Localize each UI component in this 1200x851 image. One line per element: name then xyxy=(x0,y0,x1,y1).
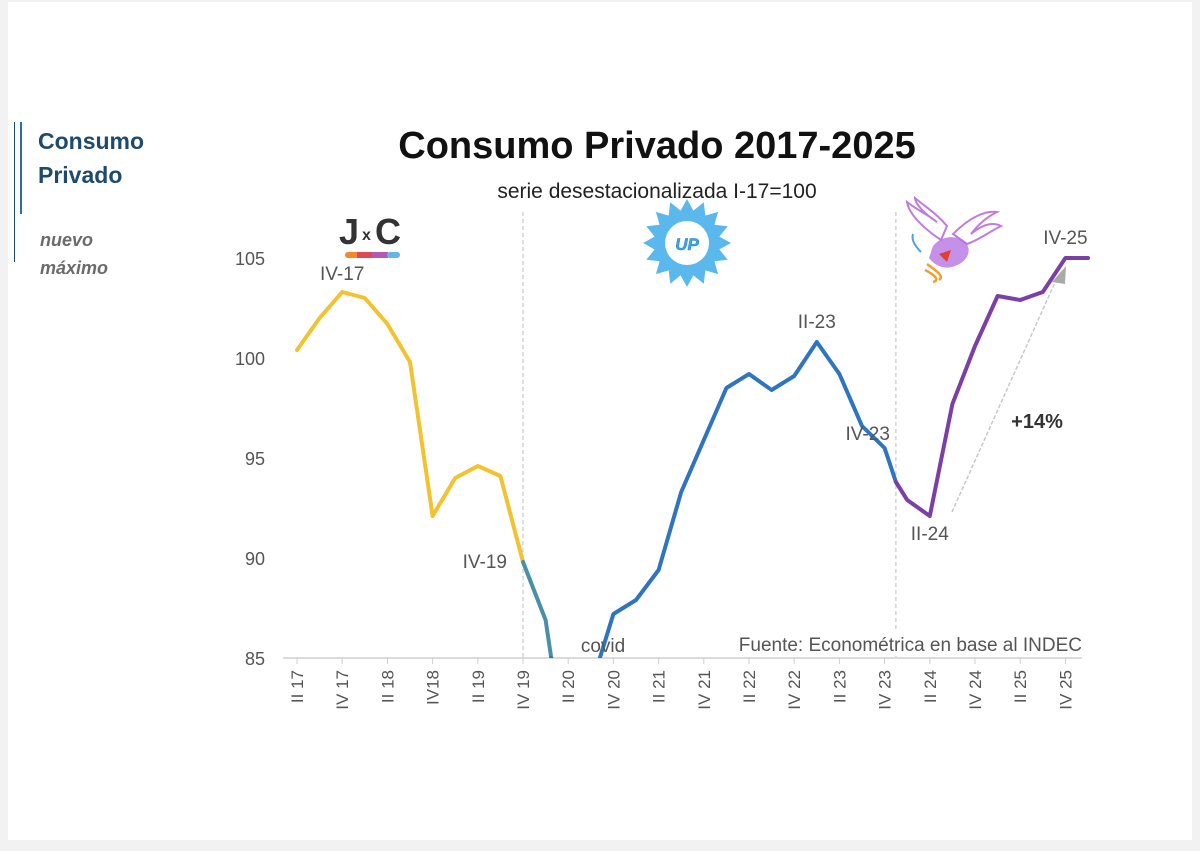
lla-lion-accent xyxy=(939,250,951,262)
x-tick-label: II 22 xyxy=(740,670,759,703)
x-tick-label: IV 19 xyxy=(514,670,533,710)
sidebar-note: nuevo máximo xyxy=(40,226,180,282)
jxc-logo-j: J xyxy=(339,211,359,252)
x-tick-label: II 18 xyxy=(378,670,397,703)
sidebar-rule-dark xyxy=(14,122,15,262)
lla-lion-tail xyxy=(911,233,922,253)
x-tick-label: IV 24 xyxy=(966,670,985,710)
growth-annotation: +14% xyxy=(1011,411,1063,433)
period-dividers xyxy=(522,212,897,658)
jxc-logo: J x C xyxy=(339,211,401,258)
x-tick-label: II 25 xyxy=(1011,670,1030,703)
growth-arrow-line xyxy=(951,277,1058,513)
point-label: covid xyxy=(581,636,625,657)
y-tick-label: 105 xyxy=(235,249,265,269)
point-labels: IV-17 IV-19 covid II-23 IV-23 II-24 IV-25 xyxy=(320,228,1088,657)
lla-wing-right xyxy=(951,210,1004,246)
up-logo-text: UP xyxy=(675,235,699,254)
x-tick-label: IV 22 xyxy=(785,670,804,710)
chart-subtitle: serie desestacionalizada I-17=100 xyxy=(497,180,816,203)
series-line-lla xyxy=(893,256,1090,518)
point-label: IV-19 xyxy=(463,552,507,573)
lla-lion-mane xyxy=(924,262,943,284)
chart-title: Consumo Privado 2017-2025 xyxy=(398,125,915,167)
x-tick-label: II 19 xyxy=(469,670,488,703)
jxc-logo-stripe-purple xyxy=(372,252,388,258)
growth-arrow-head xyxy=(1052,266,1066,284)
point-label: IV-23 xyxy=(846,424,890,445)
point-label: II-24 xyxy=(911,524,949,545)
y-tick-label: 100 xyxy=(235,349,265,369)
x-tick-label: II 17 xyxy=(288,670,307,703)
series-line-transition xyxy=(521,560,554,658)
x-tick-label: II 24 xyxy=(921,670,940,703)
x-axis: II 17 IV 17 II 18 IV18 II 19 IV 19 II 20 IV 20 I… xyxy=(288,658,1075,710)
y-tick-label: 85 xyxy=(245,649,265,669)
y-tick-label: 90 xyxy=(245,549,265,569)
x-tick-label: II 21 xyxy=(650,670,669,703)
up-logo: UP xyxy=(643,199,731,287)
sidebar-title: Consumo Privado xyxy=(38,124,218,192)
sidebar-title-line1: Consumo xyxy=(38,128,145,154)
jxc-logo-stripe-red xyxy=(357,252,373,258)
lion-wings-icon xyxy=(905,195,1004,284)
source-backdrop xyxy=(698,630,1084,656)
y-axis: 85 90 95 100 105 xyxy=(235,249,265,669)
jxc-logo-x: x xyxy=(362,227,371,244)
sidebar-rule-accent xyxy=(20,122,22,214)
series-line-jxc xyxy=(295,290,525,564)
slide-card xyxy=(8,2,1192,840)
sidebar-note-line2: máximo xyxy=(40,258,109,278)
point-label: IV-17 xyxy=(320,264,364,285)
sidebar-note-line1: nuevo xyxy=(40,230,94,250)
y-tick-label: 95 xyxy=(245,449,265,469)
x-tick-label: II 20 xyxy=(559,670,578,703)
x-tick-label: IV 25 xyxy=(1056,670,1075,710)
up-inner-circle xyxy=(665,221,709,265)
series-line-up xyxy=(549,340,898,658)
x-tick-label: IV18 xyxy=(424,670,443,705)
point-label: IV-25 xyxy=(1043,228,1087,249)
x-tick-label: IV 23 xyxy=(876,670,895,710)
jxc-logo-stripe-blue xyxy=(387,252,400,258)
x-tick-label: IV 20 xyxy=(604,670,623,710)
sidebar-title-line2: Privado xyxy=(38,162,123,188)
x-tick-label: IV 17 xyxy=(333,670,352,710)
lla-wing-left xyxy=(905,195,949,242)
series-lines xyxy=(295,256,1090,658)
jxc-logo-stripe-orange xyxy=(345,252,359,258)
chart-source: Fuente: Econométrica en base al INDEC xyxy=(739,635,1082,656)
x-tick-label: IV 21 xyxy=(695,670,714,710)
jxc-logo-c: C xyxy=(375,211,401,252)
x-tick-label: II 23 xyxy=(830,670,849,703)
point-label: II-23 xyxy=(798,312,836,333)
